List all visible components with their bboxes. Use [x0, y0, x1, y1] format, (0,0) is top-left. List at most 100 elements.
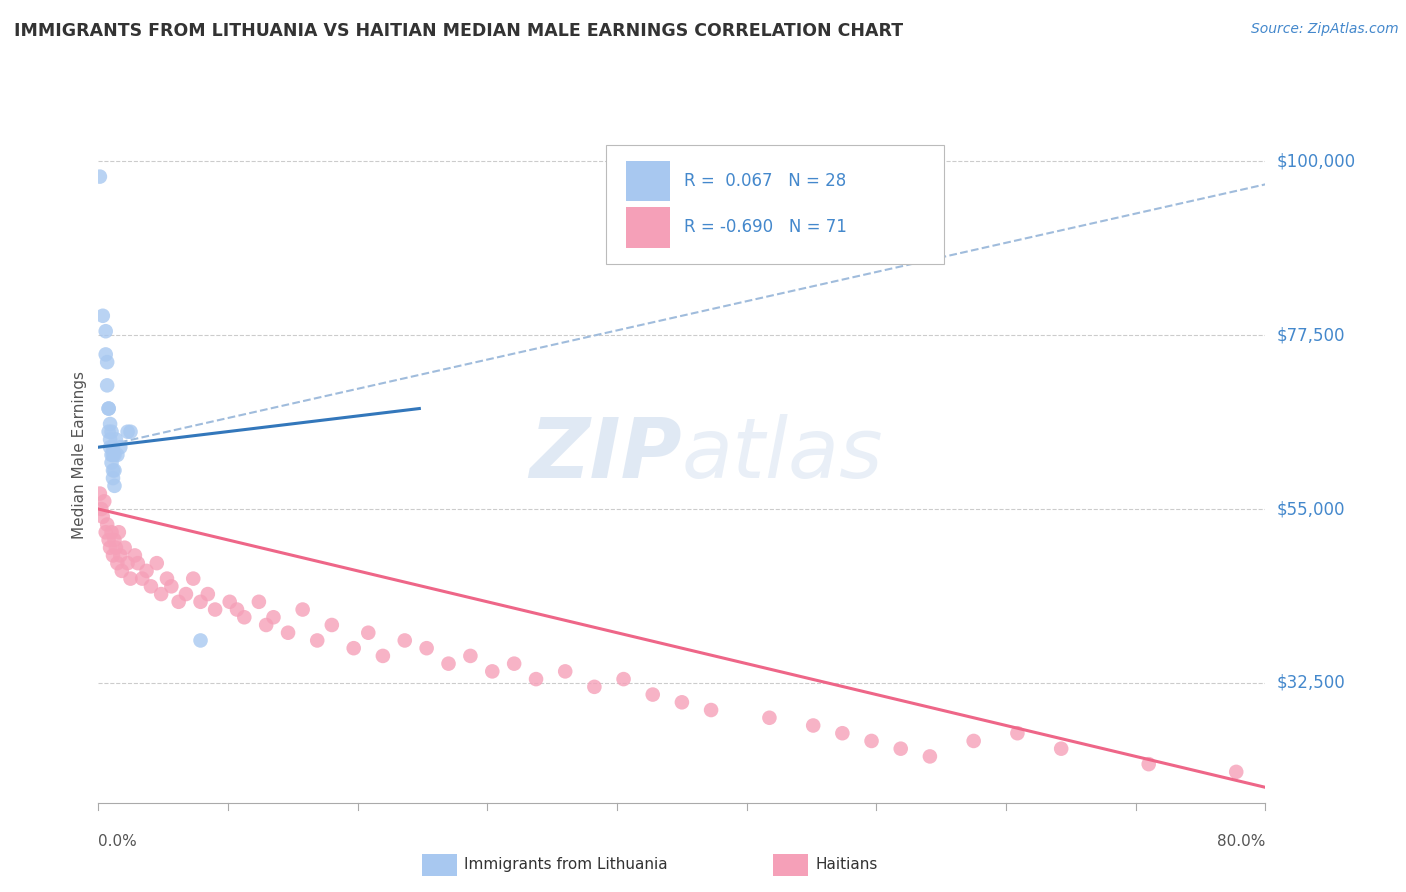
Point [247, 595, 270, 609]
Point [700, 703, 723, 717]
Point [117, 556, 139, 570]
Point [90, 502, 112, 516]
Point [120, 572, 142, 586]
Point [104, 541, 127, 555]
Text: Haitians: Haitians [815, 857, 877, 871]
Point [111, 564, 134, 578]
Text: R = -0.690   N = 71: R = -0.690 N = 71 [685, 219, 848, 236]
Point [110, 549, 132, 563]
Point [101, 448, 124, 462]
Point [218, 595, 240, 609]
Text: $55,000: $55,000 [1277, 500, 1346, 518]
Point [962, 734, 984, 748]
Point [890, 741, 912, 756]
Point [554, 665, 576, 679]
Point [96, 378, 118, 392]
Point [801, 718, 824, 732]
Point [160, 579, 183, 593]
Point [371, 648, 394, 663]
Point [98, 433, 121, 447]
Point [98, 417, 121, 431]
Point [98, 541, 121, 555]
Point [204, 602, 226, 616]
Point [91, 309, 114, 323]
Point [100, 425, 122, 439]
Point [1050, 741, 1073, 756]
Point [114, 541, 136, 555]
Point [233, 610, 256, 624]
Point [437, 657, 460, 671]
Point [524, 672, 547, 686]
Point [671, 695, 693, 709]
Point [105, 556, 128, 570]
Point [190, 595, 212, 609]
Text: $32,500: $32,500 [1277, 674, 1346, 692]
Point [94, 347, 117, 361]
Point [103, 533, 125, 547]
Text: $100,000: $100,000 [1277, 153, 1357, 170]
Point [174, 587, 197, 601]
Point [97, 401, 120, 416]
Point [101, 549, 124, 563]
Point [103, 448, 125, 462]
Point [104, 433, 127, 447]
FancyBboxPatch shape [606, 145, 945, 263]
Point [291, 602, 314, 616]
Point [612, 672, 634, 686]
Point [481, 665, 503, 679]
Point [96, 355, 118, 369]
Point [131, 572, 153, 586]
Point [127, 556, 149, 570]
Point [124, 549, 146, 563]
Point [97, 533, 120, 547]
Text: ZIP: ZIP [529, 415, 682, 495]
Point [918, 749, 941, 764]
Point [91, 509, 114, 524]
Point [758, 711, 780, 725]
Point [101, 440, 124, 454]
Point [262, 610, 284, 624]
Text: IMMIGRANTS FROM LITHUANIA VS HAITIAN MEDIAN MALE EARNINGS CORRELATION CHART: IMMIGRANTS FROM LITHUANIA VS HAITIAN MED… [14, 22, 903, 40]
Text: atlas: atlas [682, 415, 883, 495]
Text: R =  0.067   N = 28: R = 0.067 N = 28 [685, 172, 846, 190]
Point [146, 556, 169, 570]
Point [394, 633, 416, 648]
Point [503, 657, 526, 671]
Point [89, 169, 111, 184]
Y-axis label: Median Male Earnings: Median Male Earnings [72, 371, 87, 539]
Point [97, 401, 120, 416]
Point [100, 448, 122, 462]
Point [100, 456, 122, 470]
Point [139, 579, 162, 593]
Point [105, 448, 128, 462]
Text: 0.0%: 0.0% [98, 834, 138, 849]
Point [357, 625, 380, 640]
Point [94, 525, 117, 540]
FancyBboxPatch shape [626, 207, 671, 248]
Point [190, 633, 212, 648]
Point [98, 440, 121, 454]
Point [197, 587, 219, 601]
Point [101, 471, 124, 485]
Text: $77,500: $77,500 [1277, 326, 1346, 344]
Point [1225, 764, 1247, 779]
Point [110, 440, 132, 454]
Text: Source: ZipAtlas.com: Source: ZipAtlas.com [1251, 22, 1399, 37]
Point [1137, 757, 1160, 772]
Point [641, 688, 664, 702]
Point [103, 463, 125, 477]
Point [415, 641, 437, 656]
Point [254, 618, 277, 632]
Point [103, 479, 125, 493]
Point [101, 463, 124, 477]
Point [583, 680, 606, 694]
Point [1007, 726, 1029, 740]
Point [307, 633, 329, 648]
Point [831, 726, 853, 740]
Point [321, 618, 343, 632]
Point [860, 734, 883, 748]
Point [135, 564, 157, 578]
Point [460, 648, 482, 663]
Point [89, 486, 111, 500]
Point [150, 587, 173, 601]
